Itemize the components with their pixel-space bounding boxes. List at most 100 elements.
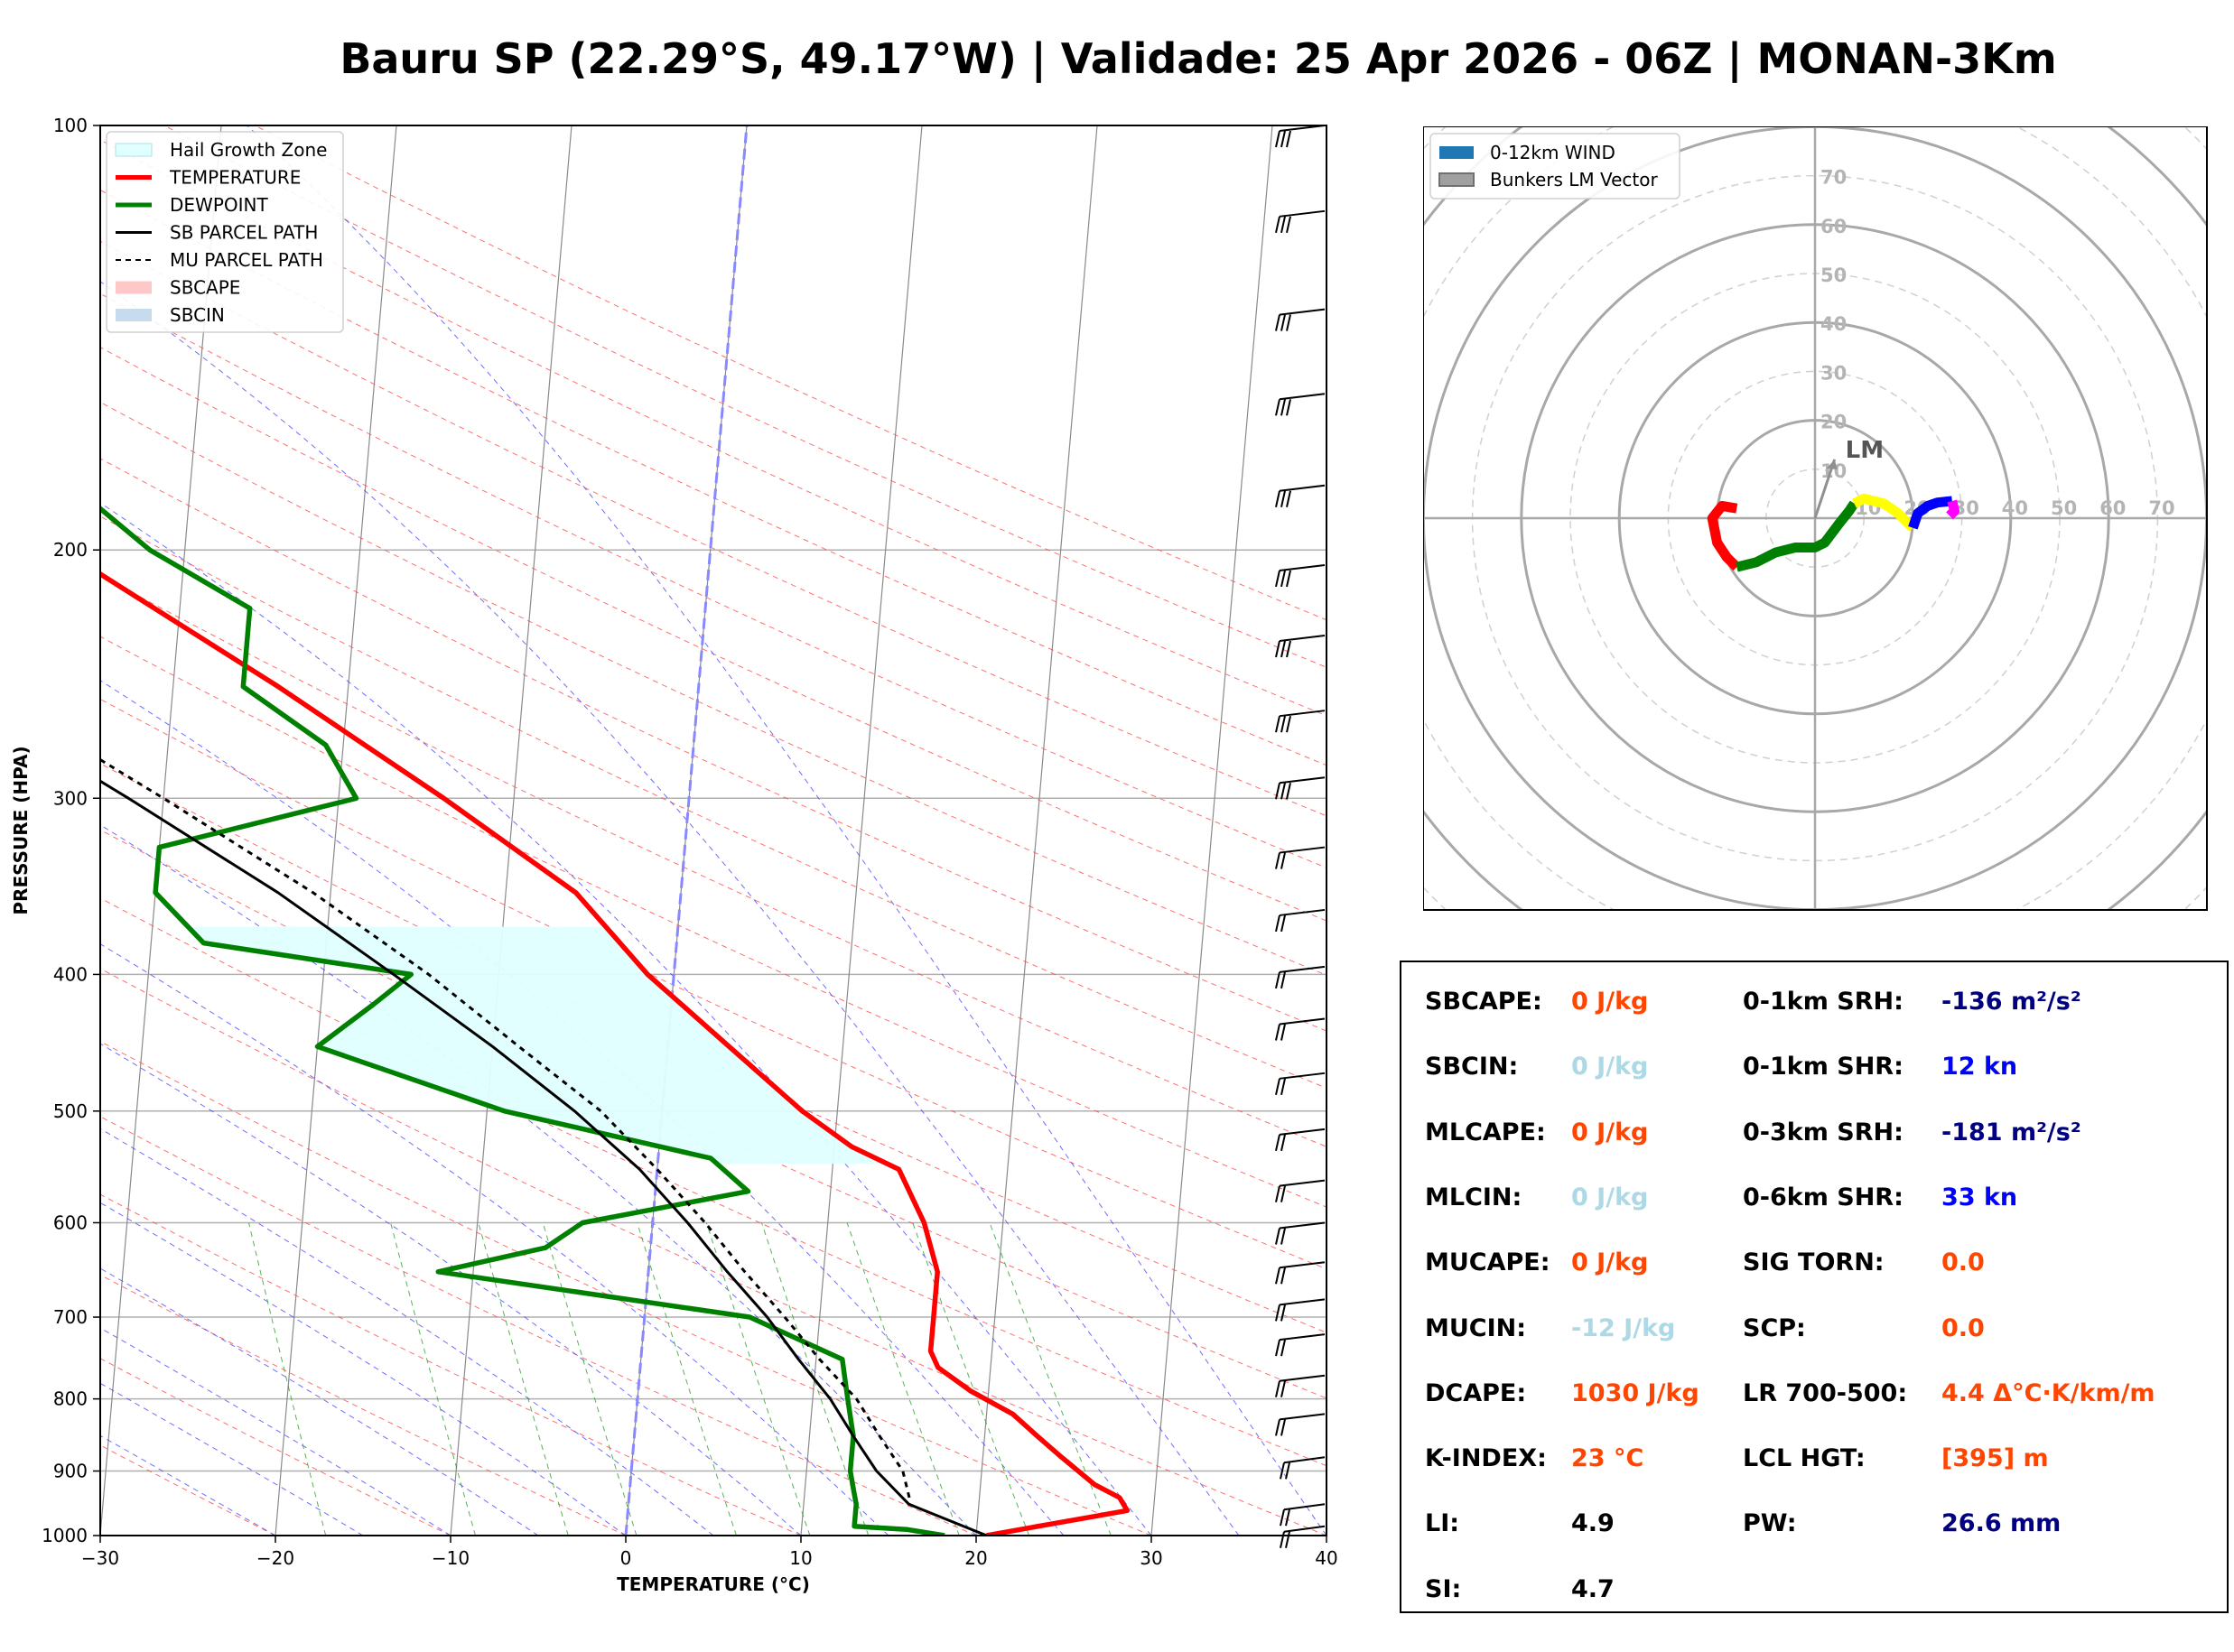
hodograph-segment — [1946, 499, 1959, 520]
legend-box — [1429, 133, 1680, 200]
param-value: 0 J/kg — [1571, 1183, 1649, 1211]
param-value: 4.9 — [1571, 1509, 1615, 1538]
skew-t-legend: Hail Growth Zone TEMPERATURE DEWPOINT SB PA… — [106, 131, 344, 333]
parameters-table: SBCAPE: 0 J/kg SBCIN: 0 J/kg MLCAPE: 0 J/kg ML… — [1400, 961, 2229, 1613]
legend-box — [106, 131, 344, 333]
param-value: 0 J/kg — [1571, 1248, 1649, 1277]
param-value: 23 °C — [1571, 1444, 1644, 1473]
wind-barb-icon — [1275, 1333, 1326, 1357]
param-value: 33 kn — [1941, 1183, 2018, 1211]
wind-barb-icon — [1275, 1261, 1326, 1285]
moist-adiabat-line — [100, 1267, 539, 1536]
param-label: SBCAPE: — [1425, 988, 1542, 1016]
mixing-ratio-line — [705, 1222, 811, 1536]
legend-swatch — [116, 281, 152, 294]
wind-barb-icon — [1275, 965, 1326, 989]
wind-barb-icon — [1275, 1072, 1326, 1096]
param-label: 0-3km SRH: — [1743, 1118, 1904, 1146]
param-label: SCP: — [1743, 1313, 1806, 1342]
dry-adiabat-line — [100, 139, 1326, 717]
x-tick-label: −10 — [432, 1547, 470, 1569]
moist-adiabat-line — [100, 502, 1152, 1536]
wind-barb-icon — [1275, 393, 1326, 416]
mixing-ratio-line — [912, 1222, 1030, 1536]
wind-barb-icon — [1275, 1298, 1326, 1322]
isotherm-line — [275, 125, 397, 1536]
isotherm-line — [100, 125, 222, 1536]
mixing-ratio-line — [390, 1222, 476, 1536]
wind-barb-icon — [1275, 1179, 1326, 1202]
x-tick-label: 0 — [620, 1547, 632, 1569]
hail-growth-zone — [187, 926, 888, 1165]
param-label: SI: — [1425, 1574, 1462, 1603]
param-label: 0-1km SHR: — [1743, 1053, 1904, 1081]
dewpoint-line — [100, 505, 945, 1536]
x-tick-label: −20 — [256, 1547, 294, 1569]
legend-entry: SB PARCEL PATH — [170, 222, 318, 244]
isotherm-line — [1150, 125, 1273, 1536]
param-value: 0 J/kg — [1571, 988, 1649, 1016]
hodograph-segment — [1851, 493, 1917, 532]
param-value: 0.0 — [1941, 1248, 1985, 1277]
bunkers-lm-vector — [1813, 459, 1837, 519]
param-value: 4.4 Δ°C·K/km/m — [1941, 1378, 2155, 1407]
dry-adiabat-line — [100, 1116, 977, 1536]
sb-parcel-path-line — [100, 779, 988, 1536]
wind-barb-icon — [1275, 209, 1326, 234]
legend-swatch — [116, 309, 152, 321]
wind-barb-icon — [1275, 1017, 1326, 1041]
legend-entry: SBCAPE — [170, 277, 240, 299]
y-tick-label: 900 — [53, 1461, 88, 1482]
wind-barb-icon — [1280, 1456, 1326, 1480]
hodograph-segment — [1707, 500, 1741, 571]
param-label: K-INDEX: — [1425, 1444, 1547, 1473]
legend-swatch — [115, 143, 153, 157]
mu-parcel-path-line — [100, 757, 911, 1499]
page-title: Bauru SP (22.29°S, 49.17°W) | Validade: … — [340, 34, 2057, 83]
mixing-ratio-line — [542, 1222, 638, 1536]
legend-entry: DEWPOINT — [170, 194, 268, 216]
dry-adiabat-line — [100, 1040, 1152, 1536]
dry-adiabat-line — [100, 968, 1326, 1536]
wind-barb-icon — [1275, 125, 1326, 148]
legend-entry: 0-12km WIND — [1490, 142, 1615, 163]
wind-barb-icon — [1275, 710, 1326, 733]
y-tick-label: 500 — [53, 1100, 88, 1122]
x-tick-label: 10 — [789, 1547, 812, 1569]
freezing-isotherm-line — [624, 125, 749, 1536]
mixing-ratio-line — [637, 1222, 737, 1536]
moist-adiabat-line — [100, 1128, 714, 1536]
mixing-ratio-line — [989, 1222, 1112, 1536]
wind-barb-icon — [1275, 635, 1326, 658]
wind-barb-icon — [1275, 563, 1326, 588]
param-value: 1030 J/kg — [1571, 1378, 1699, 1407]
moist-adiabat-line — [100, 1327, 451, 1536]
hodograph-segment — [1735, 500, 1858, 572]
param-value: 26.6 mm — [1941, 1509, 2062, 1538]
wind-barb-icon — [1275, 1413, 1326, 1436]
param-label: SBCIN: — [1425, 1053, 1519, 1081]
moist-adiabat-line — [100, 281, 1240, 1536]
mixing-ratio-line — [248, 1222, 327, 1536]
legend-swatch — [1439, 146, 1474, 159]
param-label: LI: — [1425, 1509, 1460, 1538]
wind-barb-icon — [1280, 1503, 1326, 1527]
legend-entry: SBCIN — [170, 304, 225, 326]
x-tick-label: 40 — [1315, 1547, 1337, 1569]
dry-adiabat-line — [100, 1274, 627, 1536]
hodograph-ring-label: 20 — [1820, 412, 1847, 433]
wind-barb-icon — [1275, 484, 1326, 507]
param-value: [395] m — [1941, 1444, 2049, 1473]
param-label: PW: — [1743, 1509, 1797, 1538]
legend-entry: TEMPERATURE — [169, 167, 301, 189]
param-value: 4.7 — [1571, 1574, 1615, 1603]
wind-barb-icon — [1275, 1374, 1326, 1397]
hodograph-axis-label: 40 — [2002, 497, 2028, 519]
dry-adiabat-line — [100, 347, 1326, 922]
wind-barb-icon — [1275, 776, 1326, 800]
hodograph-axis-label: 60 — [2099, 497, 2126, 519]
dry-adiabat-line — [100, 515, 1326, 1089]
moist-adiabat-line — [100, 942, 889, 1536]
legend-entry: MU PARCEL PATH — [170, 249, 323, 271]
